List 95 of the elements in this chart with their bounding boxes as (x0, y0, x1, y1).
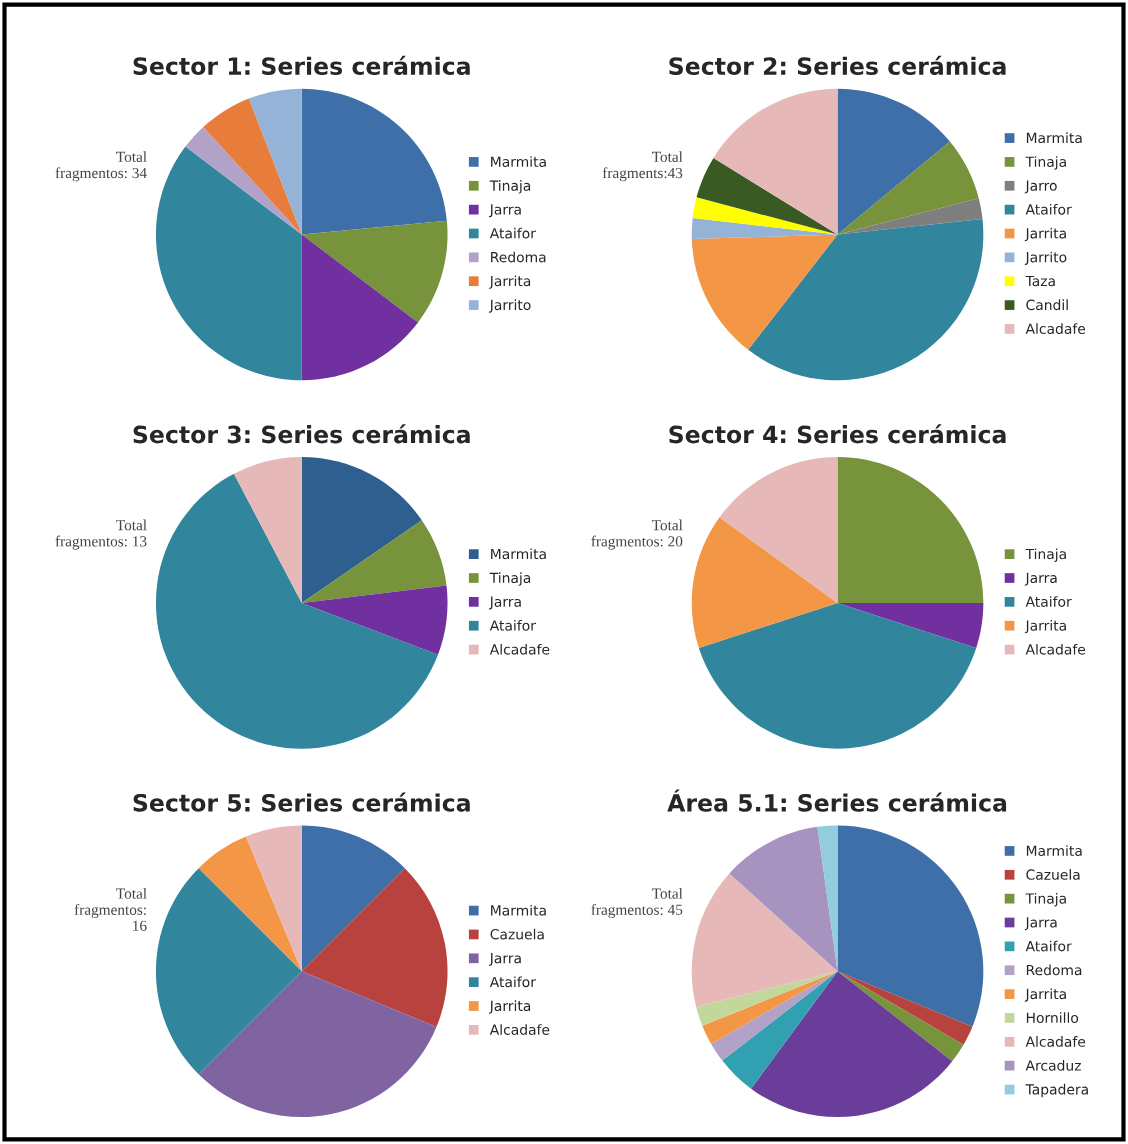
legend-label: Alcadafe (1025, 643, 1086, 655)
chart-title: Sector 5: Series cerámica (133, 792, 470, 812)
legend-label: Jarrito (489, 299, 531, 313)
text: Total fragmentos: 13 (55, 519, 147, 550)
text: Total fragmentos: 45 (591, 887, 683, 919)
pie-slice (155, 146, 302, 381)
pie-slice (837, 457, 984, 603)
legend-label: Tinaja (1025, 156, 1066, 170)
text: Total fragmentos: 16 (74, 887, 147, 931)
legend-label: Ataifor (1025, 203, 1072, 215)
pie-slice (817, 825, 838, 972)
legend-label: Candil (1026, 299, 1068, 311)
legend-label: Jarrita (1024, 988, 1066, 1002)
pie-slice (301, 520, 447, 603)
pie-slice (698, 602, 977, 749)
pie-slice (702, 971, 838, 1044)
legend-label: Jarra (489, 953, 521, 966)
legend-label: Jarrita (489, 275, 531, 289)
legend-label: Tapadera (1025, 1083, 1088, 1098)
text: Total fragments:43 (602, 151, 683, 182)
legend-label: Marmita (491, 156, 546, 167)
pie-slice (155, 473, 438, 749)
pie-slice (245, 825, 302, 972)
pie-slice (301, 868, 448, 1028)
legend-label: Redoma (491, 251, 546, 263)
pie-slice (751, 971, 953, 1118)
pie-slice (198, 971, 437, 1118)
legend-label: Redoma (1026, 964, 1082, 976)
pie-slice (837, 602, 984, 648)
chart-title: Sector 1: Series cerámica (133, 55, 470, 76)
legend-label: Alcadafe (489, 643, 550, 655)
pie-slice (233, 457, 302, 603)
text: Total fragmentos: 20 (591, 519, 683, 550)
legend-label: Jarrita (1024, 620, 1066, 634)
legend-label: Ataifor (489, 620, 536, 631)
legend-label: Cazuela (490, 928, 544, 940)
pie-slice (837, 88, 950, 235)
pie-slice (719, 457, 838, 603)
pie-slice (301, 88, 447, 235)
legend-label: Alcadafe (1025, 323, 1086, 334)
legend-label: Jarra (489, 596, 521, 610)
pie-slice (185, 126, 302, 235)
pie-slice (198, 836, 302, 972)
legend-label: Tinaja (1025, 548, 1066, 562)
legend-label: Taza (1025, 275, 1055, 287)
legend-label: Jarro (1024, 180, 1057, 194)
legend-label: Jarra (489, 204, 521, 218)
pie-slice (301, 585, 448, 655)
legend-label: Cazuela (1026, 869, 1080, 880)
legend-label: Tinaja (489, 180, 531, 194)
pie-slice (722, 971, 838, 1089)
pie-slice (837, 971, 964, 1062)
legend-label: Marmita (491, 904, 546, 916)
pie-slice (729, 826, 838, 972)
pie-slice (301, 825, 405, 972)
pie-slice (696, 157, 838, 235)
legend-label: Ataifor (1025, 596, 1072, 607)
pie-slice (711, 971, 838, 1061)
pie-slice (837, 825, 984, 1027)
pie-slice (301, 234, 419, 381)
legend-label: Tinaja (489, 572, 531, 586)
legend-label: Alcadafe (489, 1024, 550, 1035)
legend-label: Ataifor (1025, 940, 1072, 952)
pie-slice (691, 218, 838, 240)
legend-label: Alcadafe (1025, 1036, 1086, 1047)
legend-label: Marmita (1026, 845, 1082, 856)
legend-label: Tinaja (1025, 892, 1066, 907)
pie-slice (748, 218, 984, 381)
chart-title: Sector 4: Series cerámica (669, 424, 1006, 444)
chart-title: Sector 3: Series cerámica (133, 424, 470, 444)
pie-slice (691, 873, 838, 1007)
legend-label: Marmita (491, 548, 546, 560)
legend-label: Jarrita (489, 1000, 531, 1014)
text: Total fragmentos: 34 (55, 151, 147, 182)
chart-title: Sector 2: Series cerámica (669, 55, 1006, 76)
pie-slice (301, 220, 448, 323)
legend-label: Ataifor (489, 227, 536, 239)
legend-label: Jarrita (1024, 227, 1066, 242)
pie-slice (691, 517, 838, 648)
pie-slice (837, 971, 973, 1045)
legend-label: Jarra (1024, 572, 1057, 586)
pie-slice (155, 868, 302, 1075)
legend-label: Jarra (1024, 917, 1057, 931)
pie-slice (203, 98, 302, 235)
chart-title: Área 5.1: Series cerámica (667, 789, 1007, 812)
pie-slice (837, 141, 979, 235)
pie-slice (248, 88, 302, 235)
legend-label: Hornillo (1026, 1012, 1079, 1023)
legend-label: Arcaduz (1025, 1059, 1081, 1071)
pie-slice (301, 457, 422, 603)
pie-slice (691, 234, 838, 350)
legend-label: Jarrito (1024, 251, 1067, 265)
legend-label: Ataifor (489, 976, 536, 988)
pie-slice (713, 88, 838, 235)
legend-label: Marmita (1026, 132, 1082, 144)
